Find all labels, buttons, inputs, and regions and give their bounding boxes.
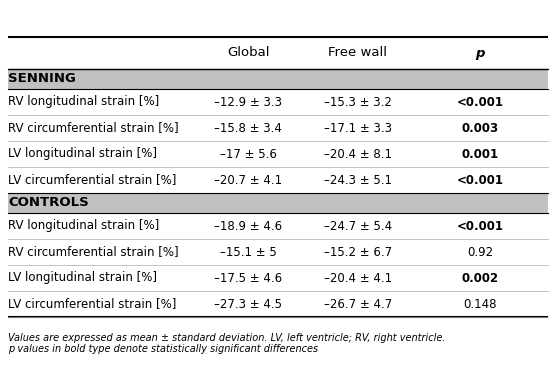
Text: –27.3 ± 4.5: –27.3 ± 4.5 xyxy=(214,297,282,310)
Text: RV circumferential strain [%]: RV circumferential strain [%] xyxy=(8,122,179,135)
Text: LV circumferential strain [%]: LV circumferential strain [%] xyxy=(8,174,177,186)
Text: RV longitudinal strain [%]: RV longitudinal strain [%] xyxy=(8,96,159,108)
Text: Free wall: Free wall xyxy=(329,46,387,60)
Text: –17.5 ± 4.6: –17.5 ± 4.6 xyxy=(214,272,282,285)
Text: <0.001: <0.001 xyxy=(457,174,504,186)
Text: p: p xyxy=(475,46,485,60)
Text: LV circumferential strain [%]: LV circumferential strain [%] xyxy=(8,297,177,310)
Text: 0.003: 0.003 xyxy=(461,122,499,135)
Text: –15.2 ± 6.7: –15.2 ± 6.7 xyxy=(324,246,392,258)
Text: Values are expressed as mean ± standard deviation. LV, left ventricle; RV, right: Values are expressed as mean ± standard … xyxy=(8,333,446,343)
Text: –24.3 ± 5.1: –24.3 ± 5.1 xyxy=(324,174,392,186)
Text: –15.3 ± 3.2: –15.3 ± 3.2 xyxy=(324,96,392,108)
Text: p values in bold type denote statistically significant differences: p values in bold type denote statistical… xyxy=(8,344,318,354)
Text: Global: Global xyxy=(227,46,269,60)
Text: –15.1 ± 5: –15.1 ± 5 xyxy=(220,246,276,258)
Text: RV longitudinal strain [%]: RV longitudinal strain [%] xyxy=(8,219,159,232)
Bar xyxy=(8,193,548,213)
Text: 0.148: 0.148 xyxy=(463,297,497,310)
Text: –18.9 ± 4.6: –18.9 ± 4.6 xyxy=(214,219,282,232)
Text: –12.9 ± 3.3: –12.9 ± 3.3 xyxy=(214,96,282,108)
Text: 0.002: 0.002 xyxy=(461,272,499,285)
Text: –20.4 ± 8.1: –20.4 ± 8.1 xyxy=(324,147,392,160)
Text: SENNING: SENNING xyxy=(8,72,76,86)
Text: CONTROLS: CONTROLS xyxy=(8,196,89,210)
Text: <0.001: <0.001 xyxy=(457,96,504,108)
Bar xyxy=(8,69,548,89)
Text: –15.8 ± 3.4: –15.8 ± 3.4 xyxy=(214,122,282,135)
Text: –26.7 ± 4.7: –26.7 ± 4.7 xyxy=(324,297,392,310)
Text: –17.1 ± 3.3: –17.1 ± 3.3 xyxy=(324,122,392,135)
Text: –24.7 ± 5.4: –24.7 ± 5.4 xyxy=(324,219,392,232)
Text: RV circumferential strain [%]: RV circumferential strain [%] xyxy=(8,246,179,258)
Text: 0.001: 0.001 xyxy=(461,147,499,160)
Text: –20.4 ± 4.1: –20.4 ± 4.1 xyxy=(324,272,392,285)
Text: –20.7 ± 4.1: –20.7 ± 4.1 xyxy=(214,174,282,186)
Text: LV longitudinal strain [%]: LV longitudinal strain [%] xyxy=(8,147,157,160)
Text: –17 ± 5.6: –17 ± 5.6 xyxy=(220,147,277,160)
Text: LV longitudinal strain [%]: LV longitudinal strain [%] xyxy=(8,272,157,285)
Text: <0.001: <0.001 xyxy=(457,219,504,232)
Text: 0.92: 0.92 xyxy=(467,246,493,258)
